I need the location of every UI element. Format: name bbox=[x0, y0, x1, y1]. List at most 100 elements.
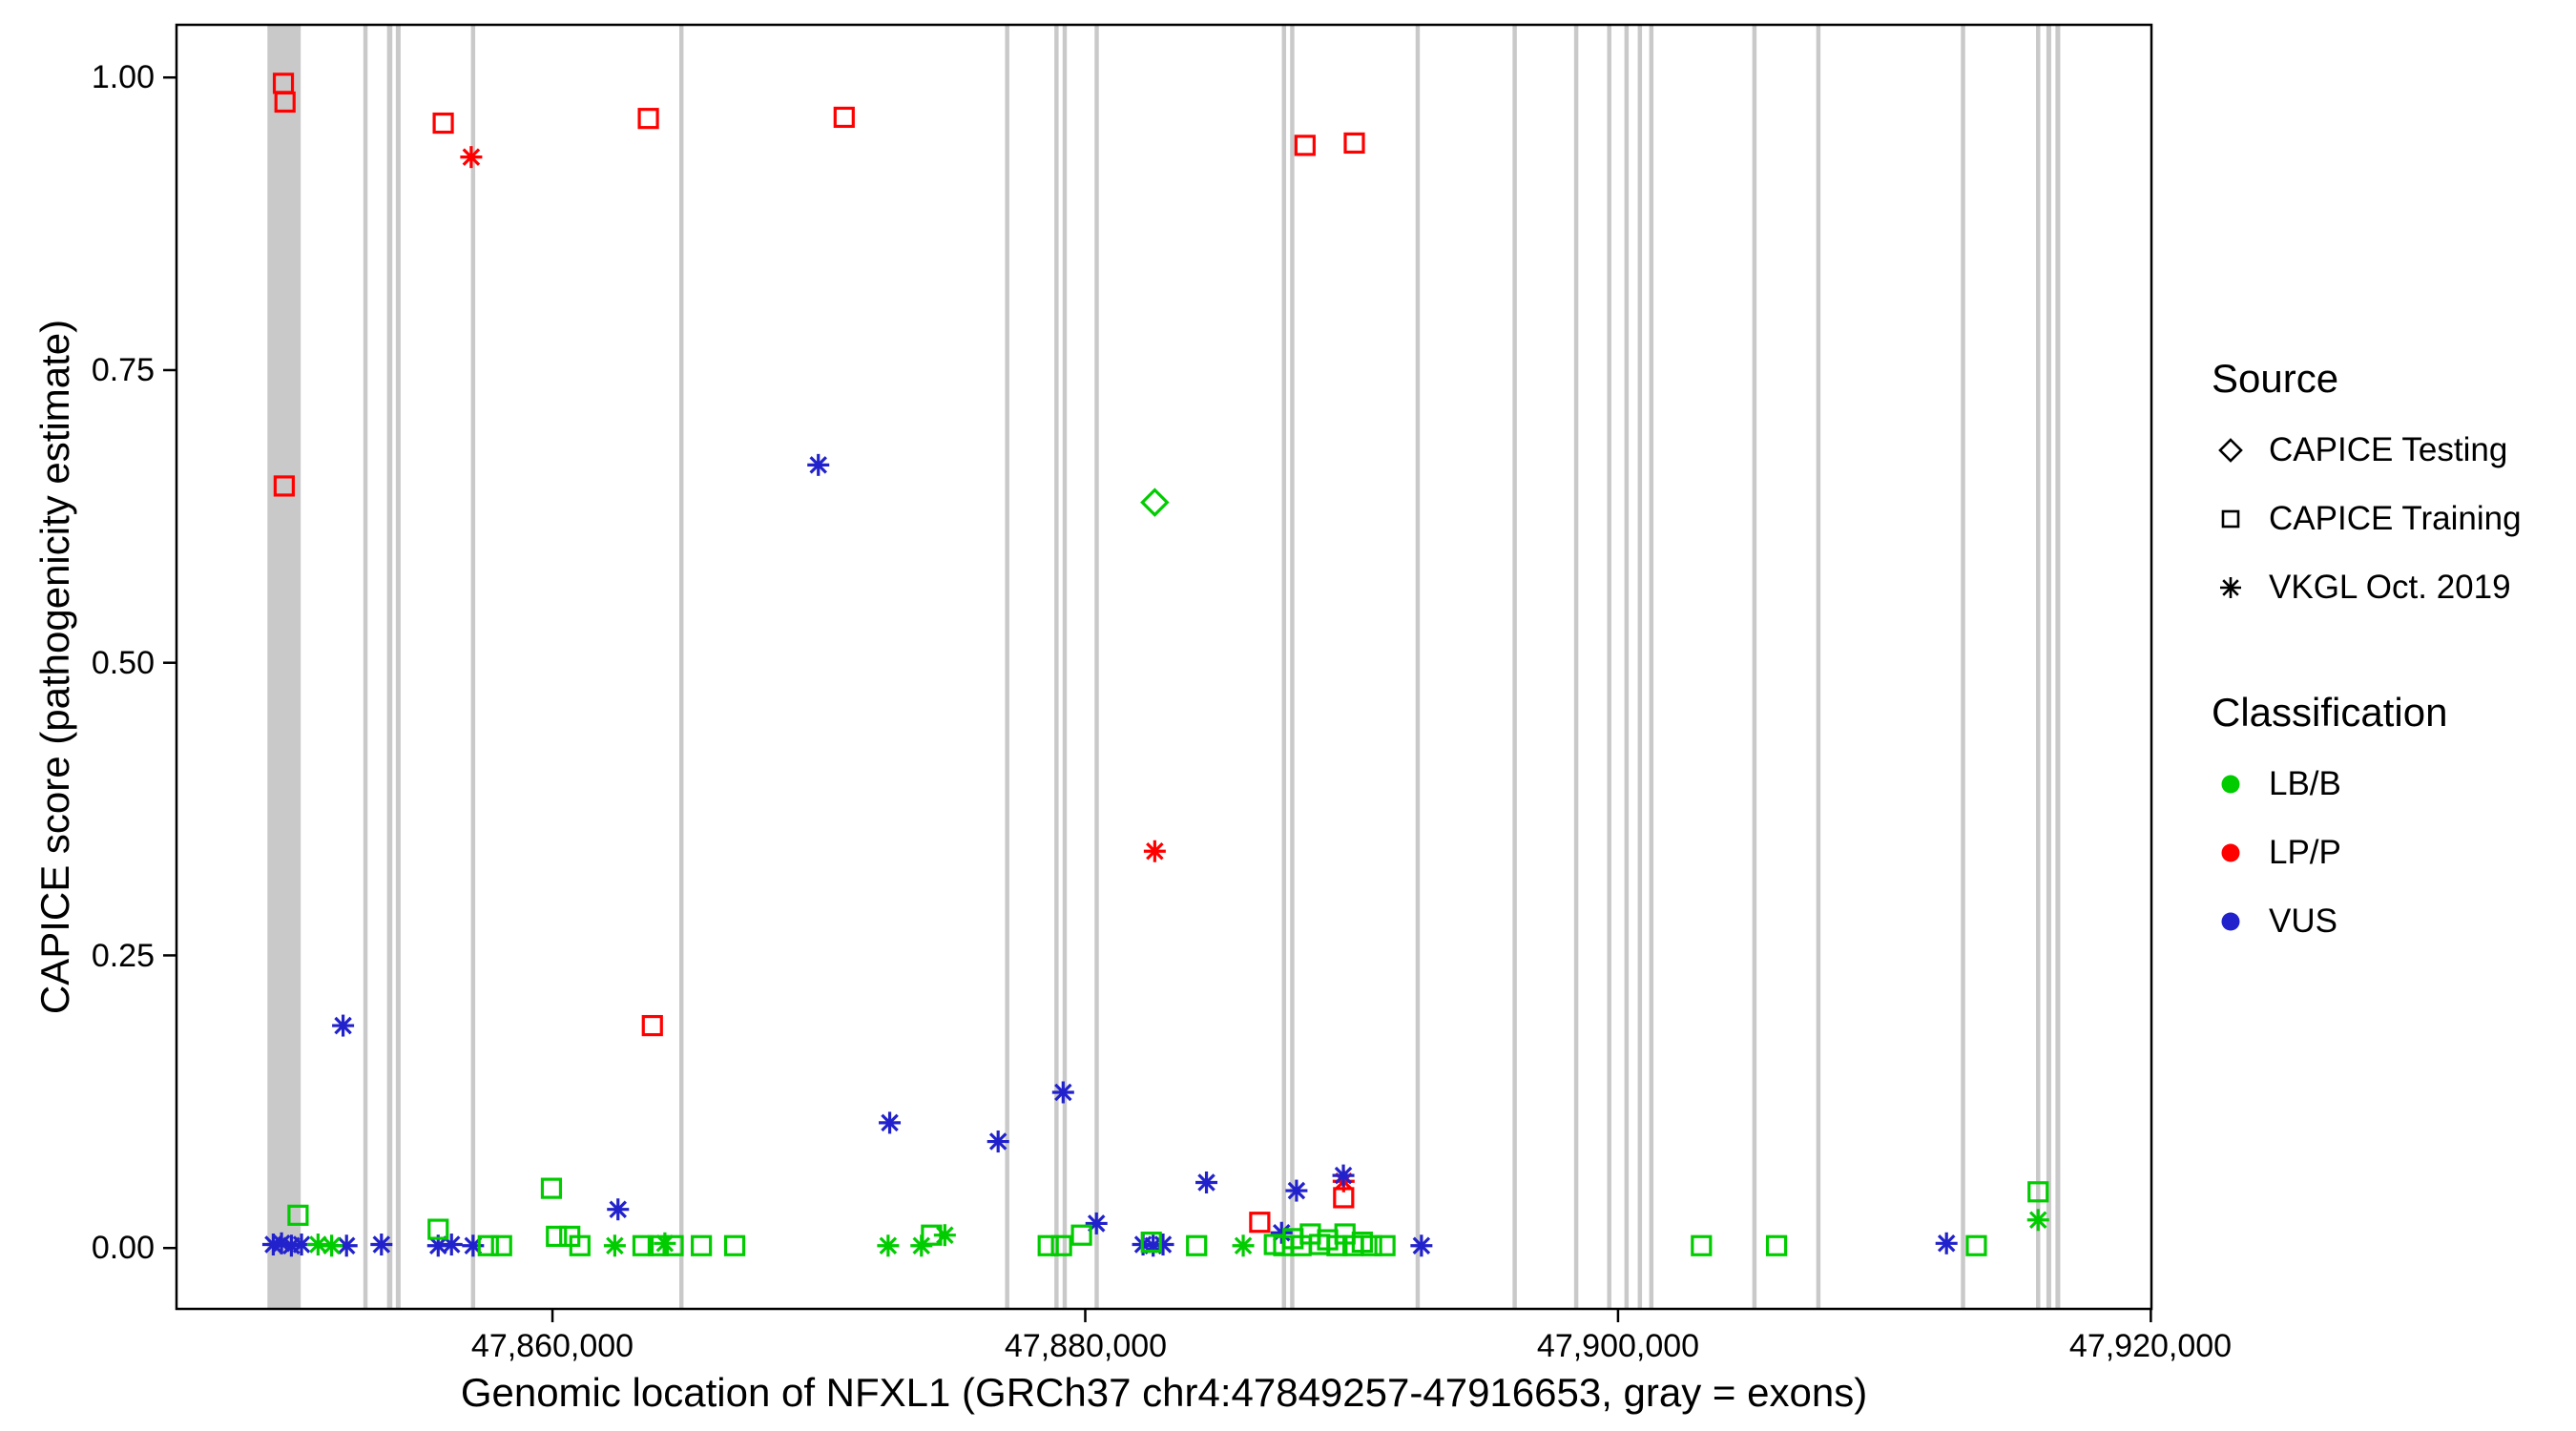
exon-bar bbox=[1607, 25, 1611, 1309]
exon-bar bbox=[1054, 25, 1059, 1309]
data-point-asterisk bbox=[603, 1234, 626, 1257]
exon-bar bbox=[1961, 25, 1965, 1309]
red-dot-icon bbox=[2221, 843, 2240, 862]
legend-item-capice-testing: CAPICE Testing bbox=[2212, 416, 2565, 485]
legend-item-label: VKGL Oct. 2019 bbox=[2269, 569, 2511, 606]
y-tick-label: 1.00 bbox=[91, 59, 155, 95]
data-point-square bbox=[1070, 1224, 1092, 1246]
legend-item-lbb: LB/B bbox=[2212, 750, 2565, 819]
exon-bar bbox=[1290, 25, 1295, 1309]
data-point-asterisk bbox=[1935, 1232, 1958, 1255]
y-tick-label: 0.75 bbox=[91, 352, 155, 388]
data-point-square bbox=[1037, 1234, 1059, 1256]
legend: Source CAPICE Testing CAPICE Training bbox=[2212, 355, 2565, 956]
y-tick-label: 0.25 bbox=[91, 938, 155, 974]
data-point-square bbox=[1965, 1234, 1987, 1256]
legend-group-classification: Classification LB/B LP/P VUS bbox=[2212, 689, 2565, 956]
data-point-square bbox=[632, 1234, 654, 1256]
x-tick-label: 47,920,000 bbox=[2068, 1328, 2233, 1364]
exon-bar bbox=[267, 25, 301, 1309]
data-point-square bbox=[641, 1014, 663, 1037]
data-point-asterisk bbox=[1410, 1234, 1433, 1257]
legend-group-source: Source CAPICE Testing CAPICE Training bbox=[2212, 355, 2565, 622]
exon-bar bbox=[1624, 25, 1630, 1309]
data-point-asterisk bbox=[1143, 840, 1166, 862]
green-dot-icon bbox=[2221, 775, 2240, 794]
data-point-square bbox=[691, 1234, 713, 1256]
exon-bar bbox=[2046, 25, 2051, 1309]
data-point-asterisk bbox=[332, 1014, 355, 1037]
data-point-square bbox=[1343, 132, 1365, 155]
data-point-square bbox=[1140, 1231, 1162, 1254]
data-point-asterisk bbox=[321, 1234, 343, 1257]
data-point-asterisk bbox=[1152, 1234, 1174, 1256]
data-point-square bbox=[2027, 1181, 2049, 1203]
exon-bar bbox=[395, 25, 401, 1309]
data-point-asterisk bbox=[460, 146, 483, 169]
exon-bar bbox=[1415, 25, 1421, 1309]
data-point-square bbox=[546, 1225, 568, 1248]
exon-bar bbox=[1649, 25, 1654, 1309]
data-point-asterisk bbox=[1332, 1164, 1355, 1187]
data-point-square bbox=[1186, 1234, 1208, 1256]
exon-bar bbox=[678, 25, 684, 1309]
exon-bar bbox=[470, 25, 476, 1309]
data-point-asterisk bbox=[607, 1198, 630, 1221]
data-point-square bbox=[1374, 1234, 1396, 1256]
panel-border bbox=[175, 23, 2153, 1311]
x-tick-label: 47,860,000 bbox=[470, 1328, 634, 1364]
data-point-asterisk bbox=[933, 1224, 956, 1247]
data-point-asterisk bbox=[1285, 1179, 1308, 1202]
legend-item-label: CAPICE Training bbox=[2269, 500, 2522, 537]
data-point-asterisk bbox=[2026, 1209, 2049, 1232]
data-point-asterisk bbox=[654, 1232, 676, 1255]
data-point-square bbox=[637, 108, 659, 130]
legend-classification-title: Classification bbox=[2212, 690, 2448, 735]
data-point-asterisk bbox=[877, 1234, 900, 1257]
legend-item-label: VUS bbox=[2269, 902, 2337, 940]
data-point-asterisk bbox=[1195, 1171, 1218, 1193]
data-point-square bbox=[1361, 1234, 1382, 1256]
x-tick-label: 47,880,000 bbox=[1004, 1328, 1168, 1364]
data-point-asterisk bbox=[1232, 1234, 1255, 1257]
data-point-square bbox=[273, 475, 295, 497]
data-point-asterisk bbox=[807, 453, 830, 476]
data-point-asterisk bbox=[910, 1234, 933, 1257]
y-tick-label: 0.50 bbox=[91, 645, 155, 681]
data-point-asterisk bbox=[370, 1234, 393, 1256]
y-axis-title: CAPICE score (pathogenicity estimate) bbox=[32, 319, 77, 1015]
exon-bar bbox=[2036, 25, 2041, 1309]
data-point-square bbox=[477, 1234, 499, 1256]
exon-bar bbox=[1094, 25, 1099, 1309]
data-point-square bbox=[490, 1234, 512, 1256]
legend-item-vus: VUS bbox=[2212, 887, 2565, 956]
legend-item-label: LP/P bbox=[2269, 834, 2341, 871]
exon-bar bbox=[2055, 25, 2061, 1309]
y-tick-label: 0.00 bbox=[91, 1230, 155, 1266]
data-point-square bbox=[723, 1234, 746, 1256]
data-point-asterisk bbox=[290, 1234, 313, 1256]
exon-bar bbox=[1816, 25, 1821, 1309]
data-point-asterisk bbox=[1051, 1081, 1074, 1104]
exon-bar bbox=[1281, 25, 1287, 1309]
diamond-icon bbox=[2218, 438, 2243, 463]
exon-bar bbox=[1637, 25, 1643, 1309]
data-point-square bbox=[1294, 135, 1316, 156]
data-point-square bbox=[569, 1234, 591, 1256]
legend-source-title: Source bbox=[2212, 356, 2339, 401]
data-point-asterisk bbox=[987, 1130, 1009, 1153]
blue-dot-icon bbox=[2221, 912, 2240, 931]
legend-item-label: CAPICE Testing bbox=[2269, 431, 2508, 468]
x-axis-title: Genomic location of NFXL1 (GRCh37 chr4:4… bbox=[460, 1370, 1868, 1415]
data-point-square bbox=[540, 1177, 563, 1199]
exon-bar bbox=[363, 25, 368, 1309]
data-point-asterisk bbox=[879, 1111, 902, 1134]
data-point-asterisk bbox=[1085, 1212, 1108, 1234]
exon-bar bbox=[1752, 25, 1757, 1309]
legend-item-vkgl: VKGL Oct. 2019 bbox=[2212, 553, 2565, 622]
data-point-square bbox=[427, 1218, 449, 1240]
exon-bar bbox=[1573, 25, 1579, 1309]
data-point-square bbox=[432, 112, 454, 135]
